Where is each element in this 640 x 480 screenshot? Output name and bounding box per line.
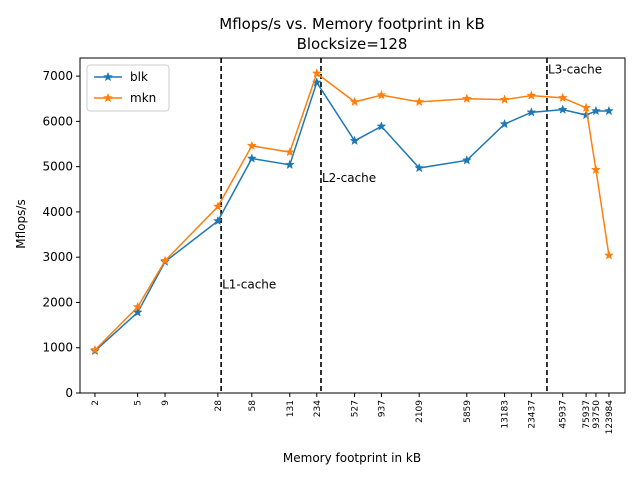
series-point-mkn (376, 89, 387, 100)
series-line-blk (94, 80, 609, 352)
x-tick-label: 123984 (605, 400, 615, 435)
plot-frame (79, 57, 626, 394)
cache-annotation: L1-cache (222, 277, 276, 291)
series-point-blk (414, 162, 425, 173)
legend-marker-blk (103, 71, 113, 82)
chart-title-line2: Blocksize=128 (297, 35, 408, 53)
x-tick-label: 234 (313, 400, 323, 417)
x-axis-label: Memory footprint in kB (283, 451, 421, 465)
x-tick-label: 9 (161, 400, 171, 406)
y-tick-label: 3000 (42, 250, 73, 264)
x-tick-label: 58 (248, 400, 258, 412)
y-tick-label: 0 (65, 386, 73, 400)
series-point-blk (284, 159, 295, 170)
series-point-mkn (212, 201, 223, 211)
series-point-blk (581, 109, 592, 120)
y-tick-label: 1000 (42, 341, 73, 355)
series-point-blk (212, 215, 223, 226)
plot-area: 0 1000 2000 3000 4000 5000 6000 7000 2 5 9 28 58 131 2… (42, 57, 626, 435)
y-tick-label: 4000 (42, 205, 73, 219)
y-axis-label: Mflops/s (14, 199, 28, 248)
x-tick-label: 93750 (592, 400, 602, 429)
series-point-mkn (349, 96, 360, 107)
x-tick-label: 2 (91, 400, 101, 406)
legend: blk mkn (86, 64, 170, 112)
legend-box (86, 64, 170, 112)
x-tick-label: 527 (351, 400, 361, 417)
x-tick-label: 13183 (501, 400, 511, 429)
series-point-blk (590, 105, 601, 116)
series-point-mkn (557, 92, 568, 103)
series-point-mkn (311, 68, 322, 78)
series-point-mkn (414, 96, 425, 107)
legend-marker-mkn (103, 92, 113, 103)
series-point-mkn (160, 255, 170, 266)
series-point-mkn (499, 94, 510, 104)
series-point-mkn (526, 90, 537, 100)
chart-title-line1: Mflops/s vs. Memory footprint in kB (219, 15, 485, 33)
legend-label-mkn: mkn (130, 91, 156, 105)
x-tick-label: 45937 (559, 400, 569, 429)
series-point-mkn (603, 250, 614, 260)
series-point-blk (461, 155, 472, 165)
y-tick-label: 2000 (42, 295, 73, 309)
x-tick-label: 75937 (582, 400, 592, 429)
x-tick-label: 2109 (415, 400, 425, 423)
cache-annotation: L3-cache (548, 62, 602, 76)
x-tick-label: 131 (286, 400, 296, 417)
x-tick-label: 937 (377, 400, 387, 417)
x-tick-label: 5859 (463, 400, 473, 423)
x-tick-label: 28 (214, 400, 224, 412)
y-tick-label: 6000 (42, 114, 73, 128)
series-point-mkn (90, 344, 100, 355)
series-point-blk (557, 104, 568, 114)
series-point-blk (526, 107, 537, 117)
series-point-mkn (284, 146, 295, 157)
series-line-mkn (94, 72, 610, 351)
series-point-blk (246, 153, 257, 163)
series-point-mkn (132, 301, 143, 312)
series-point-mkn (581, 102, 592, 113)
series-point-mkn (246, 140, 257, 151)
x-tick-label: 23437 (527, 400, 537, 429)
y-tick-label: 7000 (42, 69, 73, 83)
series-point-blk (349, 135, 360, 146)
series-point-blk (376, 121, 387, 131)
x-tick-label: 5 (134, 400, 144, 406)
series-point-mkn (461, 93, 472, 103)
series-point-mkn (590, 164, 601, 175)
series-point-blk (603, 105, 614, 116)
y-tick-label: 5000 (42, 160, 73, 174)
series-point-blk (499, 118, 510, 129)
cache-annotation: L2-cache (322, 171, 376, 185)
legend-label-blk: blk (130, 70, 148, 84)
